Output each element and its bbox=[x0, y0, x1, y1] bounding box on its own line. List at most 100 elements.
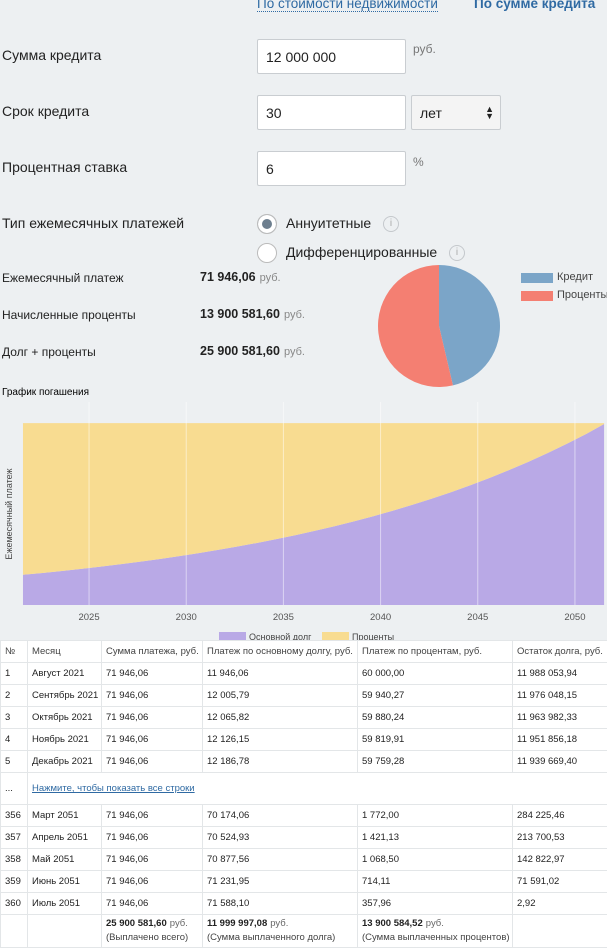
x-tick-label: 2030 bbox=[176, 612, 197, 623]
table-cell bbox=[1, 915, 28, 948]
table-cell: 2,92 bbox=[513, 893, 607, 915]
table-cell: 12 005,79 bbox=[203, 685, 358, 707]
table-cell: 71 946,06 bbox=[102, 849, 203, 871]
table-cell: 12 126,15 bbox=[203, 729, 358, 751]
table-cell: Август 2021 bbox=[28, 663, 102, 685]
x-tick-label: 2035 bbox=[273, 612, 294, 623]
total-unit: руб. bbox=[170, 918, 188, 929]
table-cell: 70 524,93 bbox=[203, 827, 358, 849]
table-cell: 12 065,82 bbox=[203, 707, 358, 729]
total-note: (Сумма выплаченных процентов) bbox=[362, 932, 510, 943]
total-value: 13 900 584,52 bbox=[362, 918, 423, 929]
table-cell: Сентябрь 2021 bbox=[28, 685, 102, 707]
table-cell: Июнь 2051 bbox=[28, 871, 102, 893]
tab-active[interactable]: По сумме кредита bbox=[474, 0, 595, 11]
table-cell: 11 976 048,15 bbox=[513, 685, 607, 707]
table-cell: 71 946,06 bbox=[102, 893, 203, 915]
header-cell: Платеж по процентам, руб. bbox=[358, 641, 513, 663]
table-cell: 11 988 053,94 bbox=[513, 663, 607, 685]
select-arrow: ▲▼ bbox=[485, 106, 494, 120]
table-cell: 1 bbox=[1, 663, 28, 685]
show-all-row: ...Нажмите, чтобы показать все строки bbox=[1, 773, 607, 805]
radio-label: Аннуитетные bbox=[286, 215, 371, 231]
total-value: 11 999 997,08 bbox=[207, 918, 267, 929]
table-cell: 59 819,91 bbox=[358, 729, 513, 751]
table-cell: 2 bbox=[1, 685, 28, 707]
total-value: 25 900 581,60 bbox=[106, 918, 167, 929]
result-label: Ежемесячный платеж bbox=[2, 271, 124, 285]
result-label: Долг + проценты bbox=[2, 345, 96, 359]
table-cell: 60 000,00 bbox=[358, 663, 513, 685]
table-cell: 11 951 856,18 bbox=[513, 729, 607, 751]
table-cell: 71 591,02 bbox=[513, 871, 607, 893]
table-cell: 714,11 bbox=[358, 871, 513, 893]
table-cell: 356 bbox=[1, 805, 28, 827]
field-label: Процентная ставка bbox=[2, 159, 127, 175]
x-tick-label: 2045 bbox=[467, 612, 488, 623]
show-all-link[interactable]: Нажмите, чтобы показать все строки bbox=[32, 783, 195, 794]
radio[interactable] bbox=[257, 243, 277, 263]
total-note: (Выплачено всего) bbox=[106, 932, 188, 943]
result-unit: руб. bbox=[260, 272, 281, 284]
input[interactable]: 30 bbox=[257, 95, 406, 130]
table-cell: 70 877,56 bbox=[203, 849, 358, 871]
table-cell: 5 bbox=[1, 751, 28, 773]
table-cell: 1 421,13 bbox=[358, 827, 513, 849]
table-cell: 71 946,06 bbox=[102, 729, 203, 751]
select[interactable]: лет▲▼ bbox=[411, 95, 501, 130]
table-cell: 1 772,00 bbox=[358, 805, 513, 827]
table-cell: 59 759,28 bbox=[358, 751, 513, 773]
x-tick-label: 2050 bbox=[564, 612, 585, 623]
legend-swatch bbox=[521, 291, 553, 301]
chart-title: График погашения bbox=[2, 386, 89, 398]
result-unit: руб. bbox=[284, 346, 305, 358]
result-label: Начисленные проценты bbox=[2, 308, 136, 322]
unit: руб. bbox=[413, 42, 436, 56]
header-cell: № bbox=[1, 641, 28, 663]
radio[interactable] bbox=[257, 214, 277, 234]
table-cell: 59 940,27 bbox=[358, 685, 513, 707]
legend-swatch bbox=[521, 273, 553, 283]
legend-label: Кредит bbox=[557, 271, 593, 283]
table-cell: Июль 2051 bbox=[28, 893, 102, 915]
table-cell: Апрель 2051 bbox=[28, 827, 102, 849]
input[interactable]: 6 bbox=[257, 151, 406, 186]
table-cell: 71 946,06 bbox=[102, 751, 203, 773]
field-label: Срок кредита bbox=[2, 103, 89, 119]
table-cell: 1 068,50 bbox=[358, 849, 513, 871]
tab[interactable]: По стоимости недвижимости bbox=[257, 0, 438, 12]
table-cell bbox=[28, 915, 102, 948]
table-cell: 12 186,78 bbox=[203, 751, 358, 773]
info-icon[interactable]: i bbox=[383, 216, 399, 232]
table-cell: 3 bbox=[1, 707, 28, 729]
table-cell bbox=[513, 915, 607, 948]
table-cell: Май 2051 bbox=[28, 849, 102, 871]
total-unit: руб. bbox=[270, 918, 288, 929]
table-cell: Октябрь 2021 bbox=[28, 707, 102, 729]
header-cell: Месяц bbox=[28, 641, 102, 663]
table-cell: 11 946,06 bbox=[203, 663, 358, 685]
table-cell: Ноябрь 2021 bbox=[28, 729, 102, 751]
table-cell: 357 bbox=[1, 827, 28, 849]
table-cell: 4 bbox=[1, 729, 28, 751]
table-cell: 142 822,97 bbox=[513, 849, 607, 871]
table-cell: 71 946,06 bbox=[102, 805, 203, 827]
table-cell: 284 225,46 bbox=[513, 805, 607, 827]
input[interactable]: 12 000 000 bbox=[257, 39, 406, 74]
total-unit: руб. bbox=[426, 918, 444, 929]
table-cell: 11 939 669,40 bbox=[513, 751, 607, 773]
header-cell: Остаток долга, руб. bbox=[513, 641, 607, 663]
